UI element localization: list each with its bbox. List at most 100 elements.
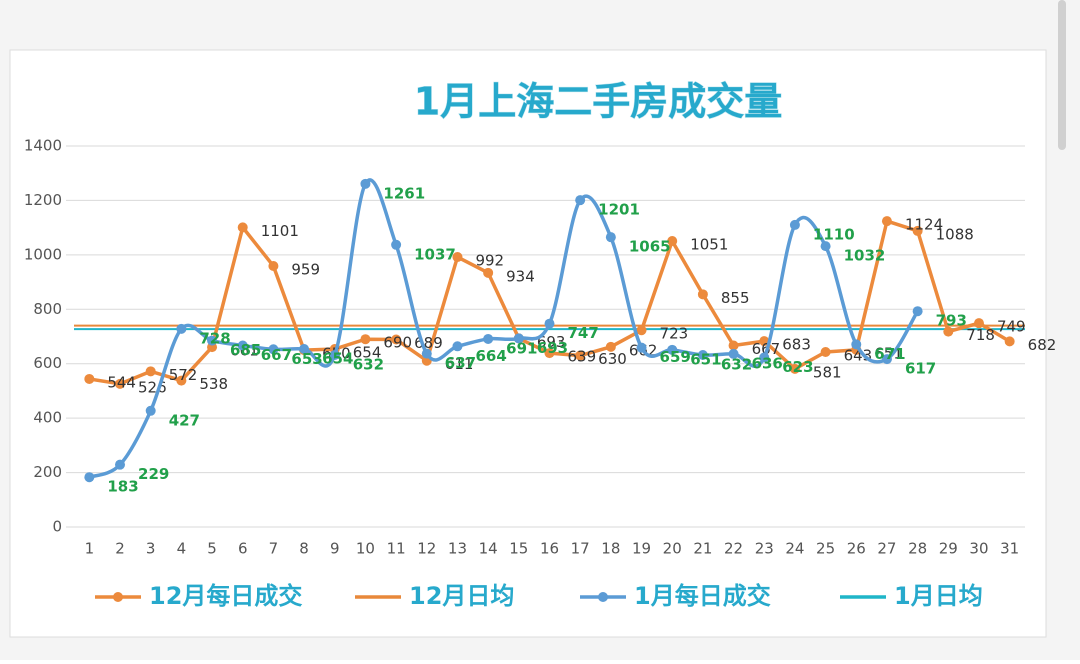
point [145, 366, 156, 377]
point [207, 335, 218, 346]
data-label: 427 [169, 411, 200, 429]
data-label: 718 [966, 326, 995, 344]
x-tick-label: 7 [269, 540, 279, 558]
point [329, 350, 340, 361]
data-label: 728 [199, 329, 230, 347]
point [881, 216, 892, 227]
x-tick-label: 3 [146, 540, 156, 558]
y-tick-label: 1000 [24, 245, 62, 263]
x-tick-label: 30 [969, 540, 988, 558]
data-label: 572 [169, 366, 198, 384]
data-label: 793 [936, 312, 967, 330]
data-label: 229 [138, 465, 169, 483]
x-tick-label: 21 [693, 540, 712, 558]
data-label: 654 [353, 344, 382, 362]
x-tick-label: 25 [816, 540, 835, 558]
data-label: 617 [905, 360, 936, 378]
point [452, 341, 463, 352]
data-label: 693 [537, 339, 568, 357]
x-tick-label: 8 [299, 540, 309, 558]
x-tick-label: 11 [387, 540, 406, 558]
x-tick-label: 15 [509, 540, 528, 558]
legend-marker [113, 592, 123, 602]
y-tick-label: 800 [33, 300, 62, 318]
point [391, 334, 402, 345]
x-tick-label: 10 [356, 540, 375, 558]
data-label: 651 [690, 350, 721, 368]
data-label: 749 [997, 318, 1026, 336]
point [483, 267, 494, 278]
data-label: 632 [353, 356, 384, 374]
point [84, 472, 95, 483]
data-label: 581 [813, 363, 842, 381]
data-label: 538 [199, 375, 228, 393]
y-tick-label: 600 [33, 354, 62, 372]
point [759, 352, 770, 363]
data-label: 1032 [844, 247, 886, 265]
point [789, 363, 800, 374]
x-tick-label: 2 [115, 540, 125, 558]
point [728, 340, 739, 351]
data-label: 1261 [383, 184, 425, 202]
data-label: 653 [291, 350, 322, 368]
point [605, 341, 616, 352]
point [667, 344, 678, 355]
x-tick-label: 23 [755, 540, 774, 558]
point [452, 252, 463, 263]
point [360, 178, 371, 189]
x-tick-label: 13 [448, 540, 467, 558]
y-tick-label: 0 [52, 518, 62, 536]
point [759, 336, 770, 347]
data-label: 693 [537, 333, 566, 351]
point [697, 289, 708, 300]
point [851, 339, 862, 350]
point [636, 325, 647, 336]
point [237, 222, 248, 233]
data-label: 690 [383, 334, 412, 352]
data-label: 747 [568, 324, 599, 342]
point [820, 241, 831, 252]
x-tick-label: 22 [724, 540, 743, 558]
point [483, 333, 494, 344]
point [544, 318, 555, 329]
data-label: 683 [782, 336, 811, 354]
data-label: 959 [291, 261, 320, 279]
chart-title: 1月上海二手房成交量 [414, 80, 782, 124]
legend-label: 12月每日成交 [149, 582, 302, 610]
point [973, 318, 984, 329]
data-label: 643 [844, 347, 873, 365]
point [575, 195, 586, 206]
legend-label: 1月每日成交 [634, 582, 771, 610]
point [268, 261, 279, 272]
point [360, 334, 371, 345]
data-label: 671 [874, 345, 905, 363]
point [115, 459, 126, 470]
point [84, 373, 95, 384]
y-tick-label: 200 [33, 463, 62, 481]
data-label: 1088 [936, 225, 974, 243]
x-tick-label: 28 [908, 540, 927, 558]
data-label: 1037 [414, 245, 456, 263]
y-tick-label: 400 [33, 409, 62, 427]
point [943, 326, 954, 337]
data-label: 654 [322, 350, 353, 368]
data-label: 992 [475, 252, 504, 270]
legend-label: 12月日均 [409, 582, 514, 610]
point [728, 348, 739, 359]
data-label: 1110 [813, 225, 855, 243]
data-label: 855 [721, 289, 750, 307]
data-label: 667 [261, 346, 292, 364]
point [145, 405, 156, 416]
data-label: 623 [782, 358, 813, 376]
x-tick-label: 24 [785, 540, 804, 558]
x-tick-label: 29 [939, 540, 958, 558]
data-label: 544 [107, 373, 136, 391]
point [299, 344, 310, 355]
point [697, 350, 708, 361]
data-label: 632 [721, 356, 752, 374]
y-tick-label: 1200 [24, 191, 62, 209]
point [636, 342, 647, 353]
point [667, 235, 678, 246]
data-label: 934 [506, 267, 535, 285]
point [115, 378, 126, 389]
